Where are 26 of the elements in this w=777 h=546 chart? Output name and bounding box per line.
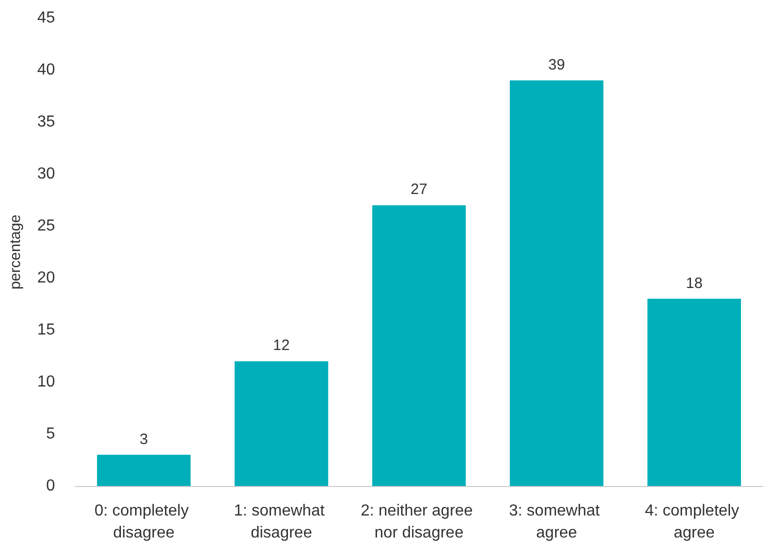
y-tick-label: 20 <box>37 270 56 286</box>
bar <box>234 361 328 486</box>
y-tick-label: 30 <box>37 166 56 182</box>
x-tick-label: 3: somewhat agree <box>509 502 604 542</box>
bar <box>510 80 604 486</box>
y-tick-label: 10 <box>37 374 56 390</box>
y-tick-label: 45 <box>37 10 56 26</box>
x-tick-label: 4: completely agree <box>644 502 744 542</box>
data-label: 18 <box>686 274 703 292</box>
x-tick-label: 1: somewhat disagree <box>234 502 329 542</box>
bar <box>647 298 741 486</box>
y-tick-label: 0 <box>46 478 56 494</box>
bar <box>372 205 466 486</box>
x-tick-label: 2: neither agree nor disagree <box>360 502 478 542</box>
y-tick-label: 35 <box>37 114 56 130</box>
y-axis-title: percentage <box>7 214 24 290</box>
data-label: 12 <box>273 337 290 354</box>
data-label: 3 <box>140 430 148 448</box>
y-tick-label: 40 <box>37 62 56 78</box>
y-tick-label: 25 <box>37 218 56 234</box>
data-label: 39 <box>548 56 565 74</box>
y-tick-label: 5 <box>46 426 56 442</box>
y-tick-label: 15 <box>37 322 56 338</box>
x-tick-label: 0: completely disagree <box>94 502 194 542</box>
data-label: 27 <box>410 181 428 198</box>
bar <box>97 454 191 486</box>
